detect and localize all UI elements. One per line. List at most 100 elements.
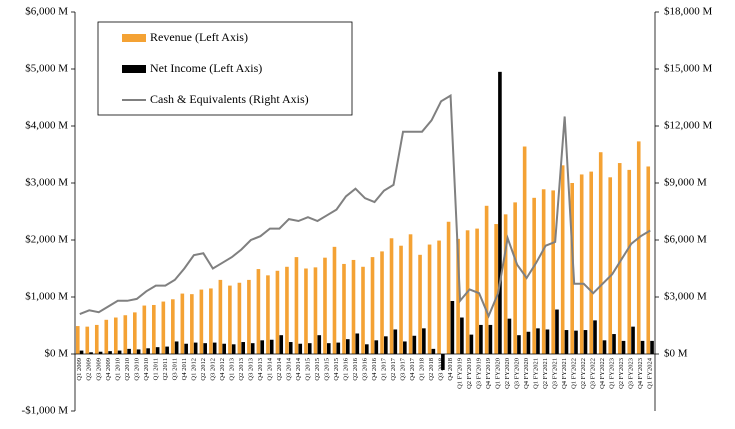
x-tick-label: Q4 2013 [257, 358, 264, 381]
bar [498, 71, 502, 354]
bar [218, 279, 223, 354]
x-tick-label: Q4 FY2019 [485, 358, 492, 389]
bar [393, 329, 398, 354]
bar [545, 329, 550, 354]
bar [180, 293, 185, 354]
x-tick-label: Q4 FY2021 [561, 358, 568, 389]
x-tick-label: Q1 FY2022 [571, 358, 578, 389]
bar [602, 340, 607, 354]
bar [94, 324, 99, 354]
bar [650, 340, 654, 354]
bar [336, 342, 341, 354]
bar [317, 335, 322, 354]
x-tick-label: Q4 2010 [143, 358, 150, 381]
x-tick-label: Q4 2015 [333, 358, 340, 381]
bar [522, 146, 527, 354]
y-tick-label: $4,000 M [25, 120, 68, 132]
bar [269, 339, 274, 354]
y-tick-label: -$1,000 M [22, 405, 69, 417]
bar [199, 289, 204, 354]
bar [574, 330, 578, 354]
bar [294, 257, 299, 354]
x-tick-label: Q1 2015 [304, 358, 311, 381]
bar [117, 350, 122, 354]
bar [266, 275, 270, 354]
bar [646, 166, 651, 354]
x-tick-label: Q2 2012 [200, 358, 207, 381]
x-tick-label: Q2 FY2023 [618, 358, 625, 389]
bar [307, 343, 312, 354]
bar [450, 300, 455, 354]
bar [456, 238, 460, 354]
x-tick-label: Q2 2015 [314, 358, 321, 381]
bar [517, 335, 521, 354]
bar [507, 318, 512, 354]
bar [136, 349, 141, 354]
bar [98, 351, 103, 354]
bar [355, 333, 360, 354]
x-tick-label: Q4 2012 [219, 358, 226, 381]
bar [484, 205, 489, 354]
x-tick-label: Q3 2018 [438, 358, 445, 381]
x-tick-label: Q4 2017 [409, 357, 416, 380]
bar [228, 285, 232, 354]
bar [342, 263, 346, 354]
x-tick-label: Q4 2016 [371, 357, 378, 380]
legend-label: Net Income (Left Axis) [150, 61, 262, 75]
bar [165, 346, 169, 354]
bar [380, 251, 384, 354]
bar [161, 301, 166, 354]
bar [260, 340, 265, 354]
bar [541, 189, 546, 354]
y2-tick-label: $15,000 M [664, 63, 713, 75]
bar [155, 347, 160, 354]
x-tick-label: Q4 FY2022 [599, 358, 606, 389]
x-tick-label: Q4 2009 [105, 358, 112, 381]
bar [555, 309, 559, 354]
bar [370, 257, 375, 354]
x-tick-label: Q1 FY2024 [647, 357, 654, 389]
bar [418, 254, 422, 354]
bar [241, 342, 246, 354]
bar [532, 197, 536, 354]
x-tick-label: Q1 2012 [190, 358, 197, 381]
bar [564, 330, 569, 354]
bar [441, 354, 445, 370]
x-tick-label: Q4 2011 [181, 358, 188, 380]
x-tick-label: Q1 2017 [381, 357, 388, 380]
y2-tick-label: $9,000 M [664, 177, 707, 189]
x-tick-label: Q1 2013 [228, 358, 235, 381]
x-tick-label: Q4 2014 [295, 357, 302, 380]
x-tick-label: Q3 2013 [247, 358, 254, 381]
bar [389, 238, 394, 354]
bar [231, 344, 236, 354]
x-tick-label: Q1 FY2020 [495, 358, 502, 389]
x-tick-label: Q4 2018 [447, 358, 454, 381]
y-tick-label: $1,000 M [25, 291, 68, 303]
bar [513, 202, 517, 354]
bar [146, 348, 150, 354]
x-tick-label: Q3 FY2020 [514, 358, 521, 389]
bar [399, 245, 403, 354]
bar [345, 339, 350, 354]
bar [332, 246, 337, 354]
y2-tick-label: $12,000 M [664, 120, 713, 132]
bar [193, 342, 198, 354]
bar [351, 259, 356, 354]
x-tick-label: Q3 2015 [323, 358, 330, 381]
bar [174, 341, 179, 354]
x-tick-label: Q1 2009 [76, 358, 83, 381]
y-tick-label: $5,000 M [25, 63, 68, 75]
bar [113, 317, 118, 354]
bar [403, 341, 407, 354]
x-tick-label: Q2 2017 [390, 357, 397, 380]
x-tick-label: Q3 2011 [171, 358, 178, 380]
bar [469, 334, 474, 354]
bar [593, 320, 597, 354]
y2-tick-label: $6,000 M [664, 234, 707, 246]
bar [503, 214, 508, 354]
x-tick-label: Q3 2009 [95, 358, 102, 381]
bar [123, 315, 128, 354]
bar [142, 305, 147, 354]
y2-tick-label: $0 M [664, 348, 688, 360]
